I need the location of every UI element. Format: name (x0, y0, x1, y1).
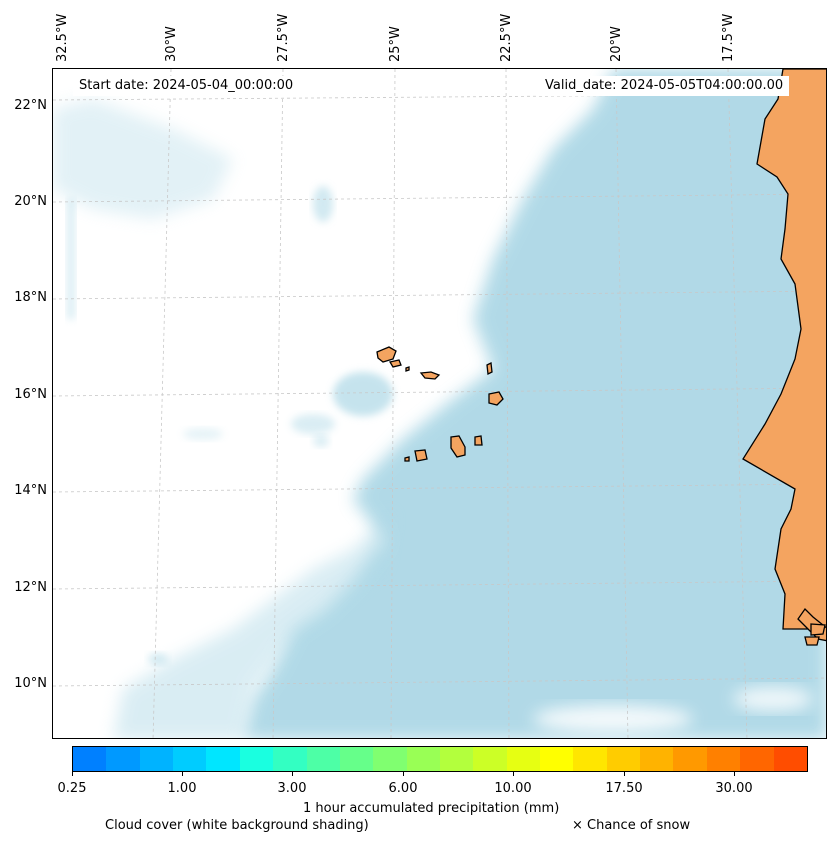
cloud-patch-west-1 (313, 186, 333, 222)
island-brava (404, 456, 410, 462)
bissagos-island-2 (804, 636, 820, 646)
lat-label-14n: 14°N (14, 483, 47, 498)
colorbar-tick-30-00: 30.00 (715, 781, 753, 796)
colorbar-segment (606, 747, 641, 771)
colorbar-segment (173, 747, 207, 771)
start-date-label: Start date: 2024-05-04_00:00:00 (73, 76, 300, 96)
cloud-patch-west-4 (313, 435, 329, 447)
colorbar-tick-mark-1 (182, 772, 183, 776)
map-panel[interactable] (52, 68, 827, 739)
island-maio (474, 435, 483, 446)
lon-label-32-5w: 32.5°W (55, 13, 70, 62)
colorbar-tick-mark-4 (513, 772, 514, 776)
cloud-mass-main (243, 69, 826, 738)
lon-label-27-5w: 27.5°W (276, 13, 291, 62)
cloud-patch-south-1 (148, 653, 168, 665)
colorbar-segment (773, 747, 807, 771)
snow-legend: × Chance of snow (572, 818, 691, 833)
gridline-lon-30w (152, 69, 172, 738)
colorbar-segment (273, 747, 307, 771)
bissagos-island-1 (810, 623, 826, 636)
gridline-lon-25w (390, 69, 396, 738)
cloud-light-southwest (113, 509, 393, 738)
cloud-patch-west-2 (291, 414, 335, 434)
colorbar-segment (740, 747, 774, 771)
map-canvas (53, 69, 826, 738)
colorbar-segment (406, 747, 440, 771)
colorbar-segment (139, 747, 174, 771)
lon-label-20w: 20°W (609, 26, 624, 62)
colorbar-segment (306, 747, 340, 771)
island-sao-nicolau (419, 371, 441, 380)
colorbar-tick-mark-2 (292, 772, 293, 776)
colorbar-segment (439, 747, 474, 771)
colorbar-segment (540, 747, 574, 771)
colorbar-segment (106, 747, 140, 771)
island-sal (486, 362, 493, 375)
valid-date-label: Valid_date: 2024-05-05T04:00:00.00 (539, 76, 790, 96)
gridline-lon-22-5w (505, 69, 510, 738)
colorbar-tick-mark-3 (403, 772, 404, 776)
cloud-cover-layer (53, 69, 826, 738)
lon-label-22-5w: 22.5°W (499, 13, 514, 62)
gridline-lon-17-5w (727, 69, 748, 738)
colorbar-segment (373, 747, 407, 771)
cloud-cover-legend: Cloud cover (white background shading) (105, 818, 369, 833)
island-fogo (414, 449, 428, 462)
cloud-patch-west-3 (333, 372, 393, 416)
lon-label-25w: 25°W (388, 26, 403, 62)
island-santo-antao (376, 346, 397, 363)
lon-label-30w: 30°W (164, 26, 179, 62)
colorbar-tick-mark-5 (624, 772, 625, 776)
colorbar-tick-6-00: 6.00 (388, 781, 418, 796)
cloud-band-west (53, 99, 233, 219)
lat-label-20n: 20°N (14, 194, 47, 209)
colorbar-tick-mark-6 (734, 772, 735, 776)
colorbar-segment (473, 747, 507, 771)
cloud-clearing-south (533, 705, 693, 733)
lat-label-10n: 10°N (14, 676, 47, 691)
colorbar-segment (206, 747, 240, 771)
colorbar-tick-17-50: 17.50 (605, 781, 643, 796)
colorbar-segment (73, 747, 107, 771)
gridlines (53, 69, 826, 738)
lat-label-18n: 18°N (14, 290, 47, 305)
island-sao-vicente (388, 359, 402, 368)
west-africa-coast (742, 69, 826, 630)
colorbar-segment (640, 747, 674, 771)
colorbar-tick-1-00: 1.00 (167, 781, 197, 796)
lon-label-17-5w: 17.5°W (721, 13, 736, 62)
colorbar-tick-10-00: 10.00 (494, 781, 532, 796)
island-boa-vista (488, 391, 504, 406)
lat-label-22n: 22°N (14, 98, 47, 113)
colorbar-tick-mark-0 (72, 772, 73, 776)
gridline-lon-27-5w (272, 69, 284, 738)
cloud-strip-left (67, 199, 75, 319)
colorbar-segment (706, 747, 741, 771)
lat-label-16n: 16°N (14, 387, 47, 402)
colorbar-title: 1 hour accumulated precipitation (mm) (303, 801, 560, 816)
cloud-patch-west-5 (183, 428, 223, 440)
colorbar-segment (573, 747, 607, 771)
colorbar-segment (673, 747, 707, 771)
lat-label-12n: 12°N (14, 580, 47, 595)
gridline-lon-20w (615, 69, 629, 738)
precipitation-colorbar (72, 746, 808, 772)
colorbar-segment (339, 747, 374, 771)
colorbar-segment (239, 747, 274, 771)
land-layer (376, 69, 826, 646)
cloud-clearing-south-2 (733, 687, 813, 711)
colorbar-segment (506, 747, 541, 771)
island-santa-luzia (405, 366, 410, 372)
island-santiago (450, 435, 466, 458)
colorbar-tick-0-25: 0.25 (57, 781, 87, 796)
colorbar-tick-3-00: 3.00 (277, 781, 307, 796)
